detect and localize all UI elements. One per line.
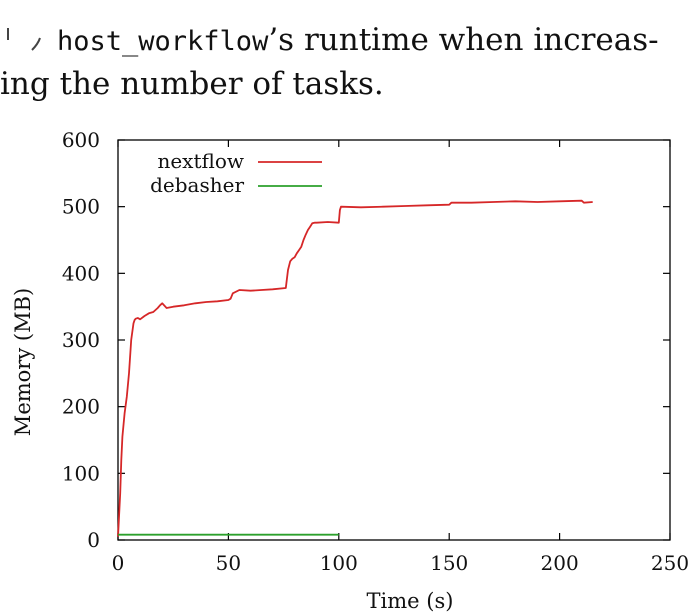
x-tick-label: 250 xyxy=(651,551,689,575)
x-tick-label: 50 xyxy=(216,551,241,575)
x-tick-label: 200 xyxy=(541,551,579,575)
caption-line-2: ing the number of tasks. xyxy=(0,66,384,102)
y-tick-label: 600 xyxy=(62,128,100,152)
y-tick-label: 400 xyxy=(62,261,100,285)
truncated-glyph-icon xyxy=(7,28,41,51)
plot-frame xyxy=(117,139,671,541)
y-tick-label: 100 xyxy=(62,461,100,485)
y-tick-label: 500 xyxy=(62,195,100,219)
y-tick-label: 200 xyxy=(62,395,100,419)
legend-label-nextflow: nextflow xyxy=(157,149,244,173)
memory-line-chart: 0 50 100 150 200 250 0 100 200 300 400 500 600 Time (… xyxy=(11,128,689,613)
x-tick-label: 150 xyxy=(430,551,468,575)
x-tick-label: 100 xyxy=(320,551,358,575)
legend-label-debasher: debasher xyxy=(150,173,244,197)
x-axis-label: Time (s) xyxy=(367,589,454,613)
caption-code-term: host_workflow xyxy=(57,26,269,57)
y-tick-label: 0 xyxy=(87,528,100,552)
x-tick-label: 0 xyxy=(112,551,125,575)
figure-caption: host_workflow’s runtime when increas- in… xyxy=(0,0,699,110)
caption-line-1: host_workflow’s runtime when increas- xyxy=(57,22,659,60)
y-axis-label: Memory (MB) xyxy=(11,288,35,436)
series-line-nextflow xyxy=(117,199,593,537)
caption-line-1-text: ’s runtime when increas- xyxy=(268,22,659,58)
y-tick-label: 300 xyxy=(62,328,100,352)
